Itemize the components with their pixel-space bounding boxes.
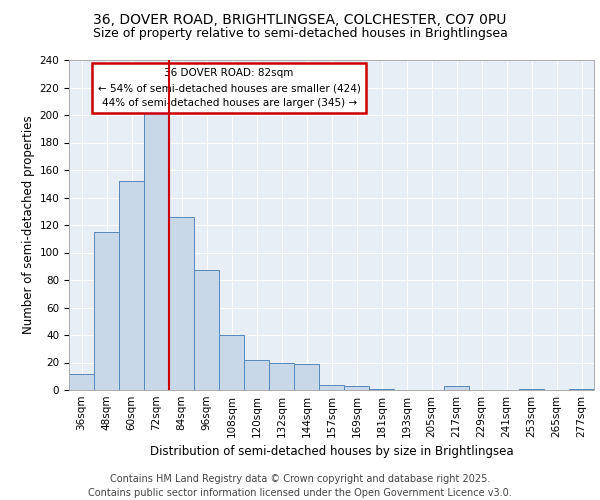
- Bar: [319, 384, 344, 390]
- Text: 36 DOVER ROAD: 82sqm
← 54% of semi-detached houses are smaller (424)
44% of semi: 36 DOVER ROAD: 82sqm ← 54% of semi-detac…: [98, 68, 361, 108]
- Text: Size of property relative to semi-detached houses in Brightlingsea: Size of property relative to semi-detach…: [92, 28, 508, 40]
- Bar: [244, 360, 269, 390]
- Text: Contains HM Land Registry data © Crown copyright and database right 2025.
Contai: Contains HM Land Registry data © Crown c…: [88, 474, 512, 498]
- Bar: [144, 108, 169, 390]
- Bar: [69, 374, 94, 390]
- X-axis label: Distribution of semi-detached houses by size in Brightlingsea: Distribution of semi-detached houses by …: [149, 446, 514, 458]
- Bar: [169, 217, 194, 390]
- Y-axis label: Number of semi-detached properties: Number of semi-detached properties: [22, 116, 35, 334]
- Bar: [194, 270, 219, 390]
- Bar: [344, 386, 369, 390]
- Text: 36, DOVER ROAD, BRIGHTLINGSEA, COLCHESTER, CO7 0PU: 36, DOVER ROAD, BRIGHTLINGSEA, COLCHESTE…: [94, 12, 506, 26]
- Bar: [444, 386, 469, 390]
- Bar: [94, 232, 119, 390]
- Bar: [119, 181, 144, 390]
- Bar: [219, 335, 244, 390]
- Bar: [294, 364, 319, 390]
- Bar: [569, 388, 594, 390]
- Bar: [369, 388, 394, 390]
- Bar: [519, 388, 544, 390]
- Bar: [269, 362, 294, 390]
